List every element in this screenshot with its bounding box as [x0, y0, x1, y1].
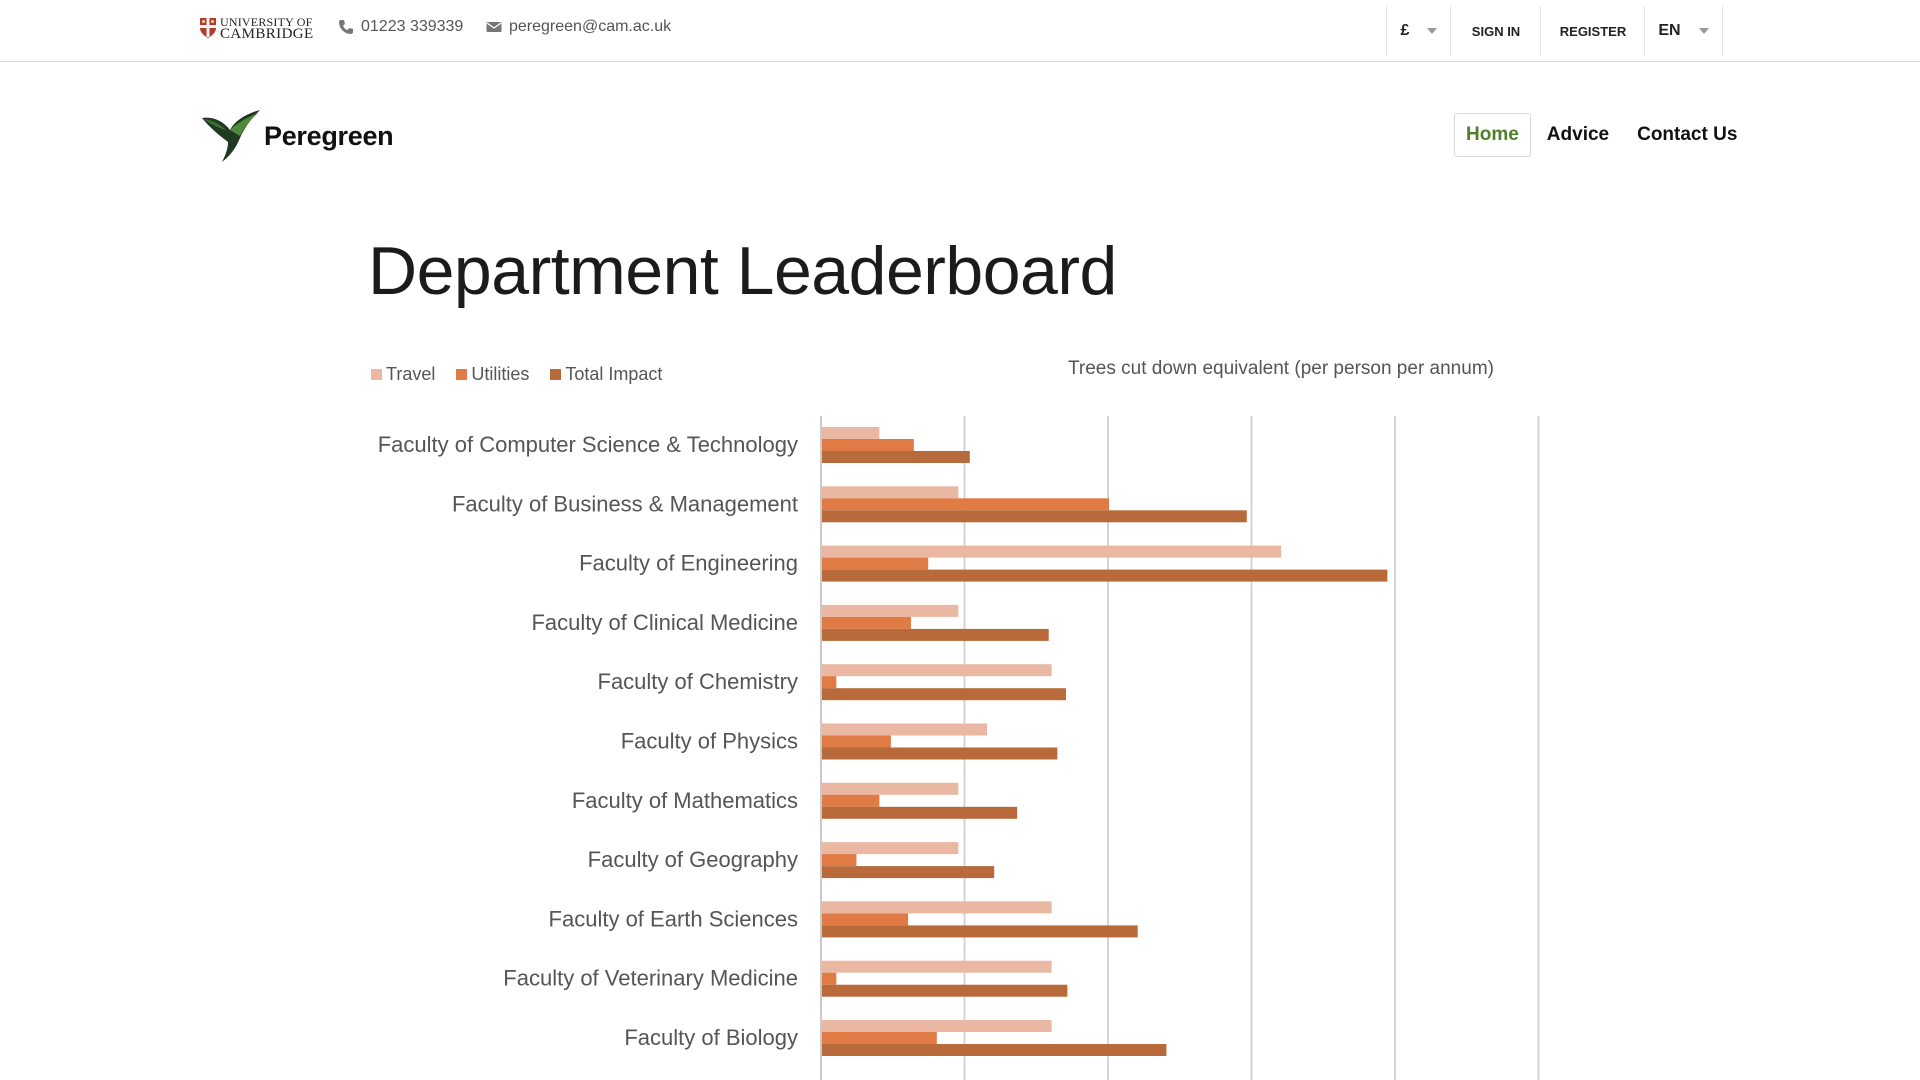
legend-item-travel: Travel	[371, 364, 435, 385]
category-label: Faculty of Computer Science & Technology	[378, 432, 798, 457]
university-logo[interactable]: UNIVERSITY OF CAMBRIDGE	[199, 15, 314, 42]
legend-item-total-impact: Total Impact	[550, 364, 662, 385]
envelope-icon	[486, 22, 502, 32]
bar-utilities[interactable]	[822, 557, 929, 570]
legend-swatch-travel	[371, 369, 382, 380]
main-nav: Home Advice Contact Us	[1450, 113, 1749, 157]
category-label: Faculty of Mathematics	[572, 788, 798, 813]
bar-utilities[interactable]	[822, 735, 891, 748]
bar-utilities[interactable]	[822, 439, 914, 451]
bar-travel[interactable]	[822, 782, 959, 795]
bar-total-impact[interactable]	[822, 451, 970, 463]
top-utility-bar: UNIVERSITY OF CAMBRIDGE 01223 339339 per…	[0, 0, 1920, 62]
language-value: EN	[1658, 22, 1681, 39]
bar-travel[interactable]	[822, 842, 959, 855]
university-line1: UNIVERSITY OF	[220, 15, 313, 29]
phone-number: 01223 339339	[361, 18, 464, 35]
bar-total-impact[interactable]	[822, 569, 1388, 582]
legend-item-utilities: Utilities	[456, 364, 529, 385]
legend-swatch-utilities	[456, 369, 468, 380]
nav-advice[interactable]: Advice	[1546, 124, 1610, 145]
phone-contact[interactable]: 01223 339339	[338, 18, 463, 36]
axis-caption: Trees cut down equivalent (per person pe…	[1068, 358, 1494, 379]
university-wordmark: UNIVERSITY OF CAMBRIDGE	[220, 15, 314, 42]
bar-travel[interactable]	[822, 1020, 1052, 1032]
category-label: Faculty of Earth Sciences	[549, 906, 798, 931]
university-line2: CAMBRIDGE	[220, 26, 314, 42]
chart-legend: Travel Utilities Total Impact	[371, 364, 683, 385]
bar-total-impact[interactable]	[822, 747, 1058, 760]
legend-label-utilities: Utilities	[471, 364, 530, 384]
bar-travel[interactable]	[822, 664, 1052, 677]
bar-total-impact[interactable]	[822, 866, 995, 879]
currency-value: £	[1400, 22, 1410, 39]
bar-total-impact[interactable]	[822, 510, 1247, 523]
bar-travel[interactable]	[822, 604, 959, 617]
nav-contact-us[interactable]: Contact Us	[1637, 124, 1738, 145]
bar-utilities[interactable]	[822, 854, 857, 867]
sign-in-link[interactable]: SIGN IN	[1450, 6, 1541, 56]
bar-travel[interactable]	[822, 901, 1052, 914]
bar-travel[interactable]	[822, 486, 959, 499]
language-dropdown[interactable]: EN	[1644, 6, 1723, 56]
nav-home[interactable]: Home	[1454, 113, 1531, 157]
bar-total-impact[interactable]	[822, 688, 1066, 701]
legend-swatch-total-impact	[550, 369, 562, 380]
category-label: Faculty of Geography	[588, 847, 798, 872]
email-address: peregreen@cam.ac.uk	[509, 18, 672, 35]
brand-logo[interactable]: Peregreen	[200, 108, 394, 164]
crest-icon	[200, 18, 216, 38]
page-title: Department Leaderboard	[368, 233, 1117, 309]
register-link[interactable]: REGISTER	[1540, 6, 1645, 56]
bar-utilities[interactable]	[822, 616, 911, 629]
bar-total-impact[interactable]	[822, 806, 1018, 819]
bar-utilities[interactable]	[822, 498, 1109, 511]
legend-label-travel: Travel	[386, 364, 436, 384]
bar-travel[interactable]	[822, 960, 1052, 973]
brand-name: Peregreen	[264, 120, 394, 151]
category-label: Faculty of Physics	[621, 729, 798, 754]
bar-travel[interactable]	[822, 723, 988, 736]
bar-utilities[interactable]	[822, 913, 909, 926]
email-contact[interactable]: peregreen@cam.ac.uk	[486, 18, 671, 36]
falcon-logo-icon	[202, 110, 260, 162]
phone-icon	[339, 20, 353, 34]
bar-total-impact[interactable]	[822, 925, 1138, 938]
category-label: Faculty of Veterinary Medicine	[503, 966, 798, 991]
bar-utilities[interactable]	[822, 676, 837, 689]
bar-total-impact[interactable]	[822, 628, 1049, 641]
currency-dropdown[interactable]: £	[1386, 6, 1451, 56]
bar-utilities[interactable]	[822, 972, 837, 985]
category-label: Faculty of Business & Management	[452, 491, 798, 516]
category-label: Faculty of Clinical Medicine	[531, 610, 798, 635]
bar-utilities[interactable]	[822, 1032, 937, 1044]
category-label: Faculty of Biology	[624, 1025, 798, 1050]
bar-utilities[interactable]	[822, 794, 880, 807]
chevron-down-icon	[1427, 28, 1438, 34]
bar-travel[interactable]	[822, 427, 880, 439]
bar-total-impact[interactable]	[822, 1044, 1167, 1056]
bar-total-impact[interactable]	[822, 984, 1068, 997]
chevron-down-icon	[1698, 28, 1709, 34]
bar-travel[interactable]	[822, 545, 1282, 558]
category-label: Faculty of Chemistry	[598, 669, 799, 694]
category-label: Faculty of Engineering	[579, 551, 798, 576]
legend-label-total-impact: Total Impact	[565, 364, 663, 384]
